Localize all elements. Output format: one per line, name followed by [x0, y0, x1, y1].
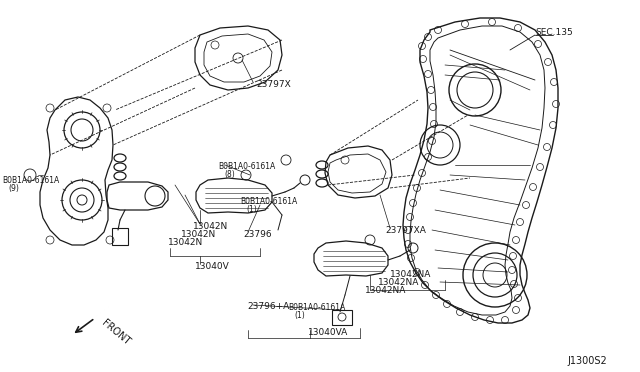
- Text: 13042N: 13042N: [168, 238, 204, 247]
- Text: SEC.135: SEC.135: [535, 28, 573, 37]
- Text: 23797XA: 23797XA: [385, 226, 426, 235]
- Text: (1): (1): [246, 205, 257, 214]
- Text: 13042NA: 13042NA: [365, 286, 406, 295]
- Text: 13042N: 13042N: [193, 222, 228, 231]
- Text: J1300S2: J1300S2: [567, 356, 607, 366]
- Circle shape: [77, 195, 87, 205]
- Text: FRONT: FRONT: [100, 318, 132, 347]
- Text: 23797X: 23797X: [256, 80, 291, 89]
- Text: 13040VA: 13040VA: [308, 328, 348, 337]
- Text: (1): (1): [294, 311, 305, 320]
- Text: B0B1A0-6161A: B0B1A0-6161A: [288, 303, 345, 312]
- Text: B0B1A0-6161A: B0B1A0-6161A: [2, 176, 60, 185]
- Text: 13042NA: 13042NA: [378, 278, 419, 287]
- Text: 23796+A: 23796+A: [247, 302, 289, 311]
- Text: 13040V: 13040V: [195, 262, 230, 271]
- Text: (9): (9): [8, 184, 19, 193]
- Text: 13042NA: 13042NA: [390, 270, 431, 279]
- Text: 13042N: 13042N: [181, 230, 216, 239]
- Text: 23796: 23796: [243, 230, 271, 239]
- Text: B0B1A0-6161A: B0B1A0-6161A: [240, 197, 297, 206]
- Text: B0B1A0-6161A: B0B1A0-6161A: [218, 162, 275, 171]
- Text: (8): (8): [224, 170, 235, 179]
